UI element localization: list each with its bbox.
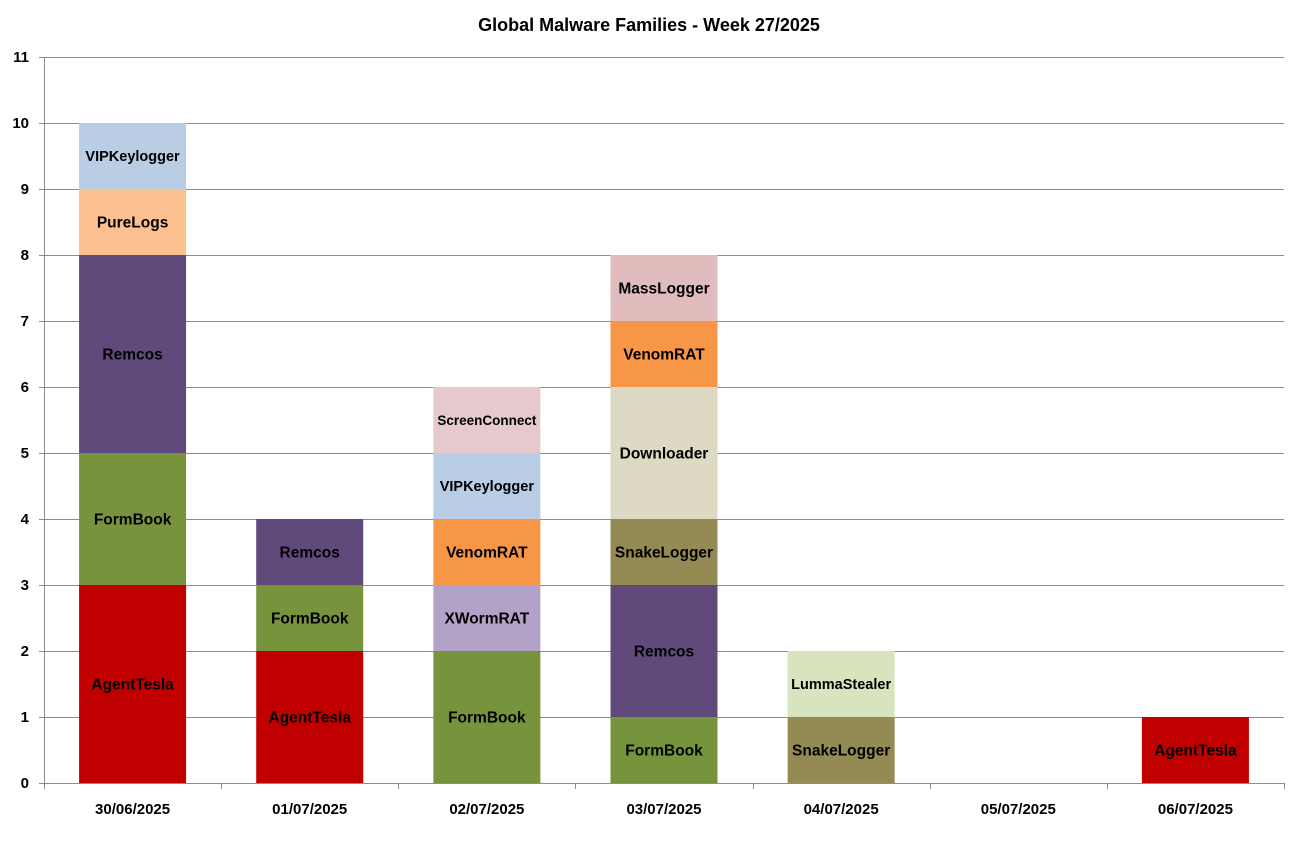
bar-segment-agenttesla xyxy=(256,651,364,783)
x-tick-label: 06/07/2025 xyxy=(1158,801,1233,818)
bar-segment-venomrat xyxy=(433,519,541,585)
x-tick-label: 04/07/2025 xyxy=(804,801,879,818)
y-tick-label: 10 xyxy=(12,115,29,132)
segment-label: FormBook xyxy=(625,743,703,760)
bar-segment-snakelogger xyxy=(610,519,718,585)
bar-segment-downloader xyxy=(610,387,718,519)
segment-label: XWormRAT xyxy=(445,611,530,628)
y-tick-label: 11 xyxy=(13,49,29,66)
chart-title: Global Malware Families - Week 27/2025 xyxy=(478,15,820,35)
bar-segment-agenttesla xyxy=(79,585,187,783)
y-tick-label: 5 xyxy=(21,445,29,462)
x-tick-label: 05/07/2025 xyxy=(981,801,1056,818)
bar-segment-masslogger xyxy=(610,255,718,321)
bar-segment-formbook xyxy=(610,717,718,783)
segment-label: SnakeLogger xyxy=(792,743,890,760)
segment-label: Remcos xyxy=(102,347,162,364)
y-tick-label: 8 xyxy=(21,247,29,264)
bar-segment-snakelogger xyxy=(787,717,895,783)
bar-segment-screenconnect xyxy=(433,387,541,453)
y-tick-label: 3 xyxy=(21,577,29,594)
bar-segment-remcos xyxy=(610,585,718,717)
axes xyxy=(39,57,1285,789)
bar-segment-xwormrat xyxy=(433,585,541,651)
x-tick-label: 30/06/2025 xyxy=(95,801,170,818)
segment-label: FormBook xyxy=(94,512,172,529)
bar-segment-formbook xyxy=(433,651,541,783)
segment-label: AgentTesla xyxy=(1154,743,1237,760)
segment-label: AgentTesla xyxy=(91,677,174,694)
y-tick-label: 1 xyxy=(21,709,29,726)
segment-label: FormBook xyxy=(448,710,526,727)
bar-segment-purelogs xyxy=(79,189,187,255)
segment-label: Remcos xyxy=(634,644,694,661)
y-tick-label: 4 xyxy=(21,511,30,528)
segment-label: LummaStealer xyxy=(791,677,891,693)
bar-segment-formbook xyxy=(79,453,187,585)
segment-label: FormBook xyxy=(271,611,349,628)
bar-segment-formbook xyxy=(256,585,364,651)
segment-label: VIPKeylogger xyxy=(85,149,180,165)
bar-segment-vipkeylogger xyxy=(433,453,541,519)
bar-segment-venomrat xyxy=(610,321,718,387)
y-tick-label: 6 xyxy=(21,379,29,396)
segment-label: ScreenConnect xyxy=(437,413,537,428)
x-tick-label: 02/07/2025 xyxy=(449,801,524,818)
bar-segment-agenttesla xyxy=(1141,717,1249,783)
segment-label: Remcos xyxy=(280,545,340,562)
y-tick-label: 2 xyxy=(21,643,29,660)
x-tick-labels: 30/06/2025 01/07/2025 02/07/2025 03/07/2025… xyxy=(95,801,1233,818)
segment-label: MassLogger xyxy=(618,281,709,298)
y-tick-label: 0 xyxy=(21,775,29,792)
y-tick-labels: 0 1 2 3 4 5 6 7 8 9 10 11 xyxy=(12,49,29,792)
x-tick-label: 03/07/2025 xyxy=(626,801,701,818)
segment-label: PureLogs xyxy=(97,215,168,232)
bars: AgentTesla FormBook Remcos PureLogs VIPKeylo… xyxy=(79,123,1249,783)
y-tick-label: 9 xyxy=(21,181,29,198)
bar-segment-vipkeylogger xyxy=(79,123,187,189)
segment-label: SnakeLogger xyxy=(615,545,713,562)
segment-label: VIPKeylogger xyxy=(440,479,535,495)
segment-label: AgentTesla xyxy=(269,710,352,727)
bar-segment-lummastealer xyxy=(787,651,895,717)
segment-label: VenomRAT xyxy=(623,347,705,364)
x-tick-label: 01/07/2025 xyxy=(272,801,347,818)
segment-label: Downloader xyxy=(620,446,709,463)
segment-label: VenomRAT xyxy=(446,545,528,562)
y-tick-label: 7 xyxy=(21,313,29,330)
bar-segment-remcos xyxy=(256,519,364,585)
bar-segment-remcos xyxy=(79,255,187,453)
